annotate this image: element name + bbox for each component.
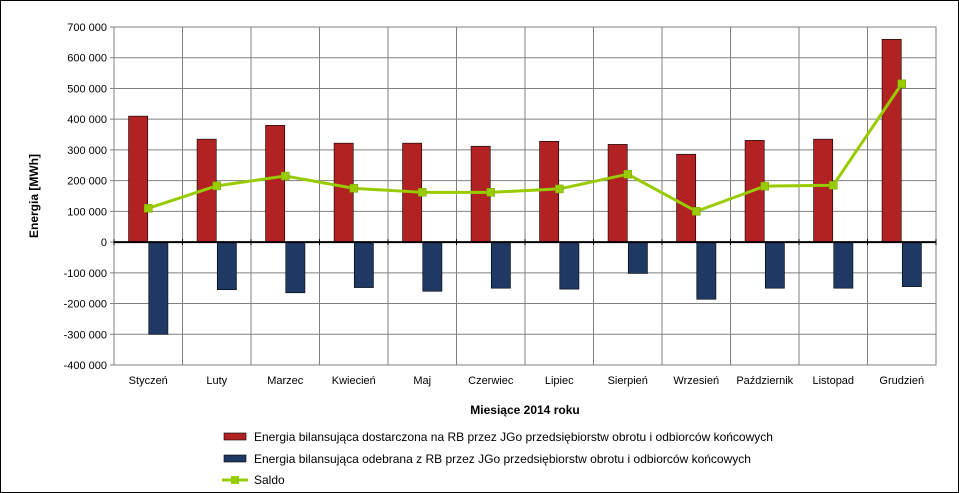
y-tick-label: 0 bbox=[101, 237, 107, 249]
bar-received bbox=[148, 241, 169, 335]
y-tick-label: -100 000 bbox=[64, 268, 107, 280]
x-tick-label: Kwiecień bbox=[332, 375, 376, 387]
x-tick-label: Styczeń bbox=[129, 375, 168, 387]
bar-received bbox=[901, 241, 922, 287]
bar-delivered bbox=[813, 138, 834, 243]
y-tick-label: 500 000 bbox=[67, 83, 107, 95]
saldo-point bbox=[829, 180, 838, 190]
bar-received bbox=[353, 241, 374, 288]
y-axis-ticks: -400 000 -300 000 -200 000 -100 000 0 100 000… bbox=[64, 22, 114, 372]
legend-label: Energia bilansująca odebrana z RB przez … bbox=[254, 452, 751, 466]
y-tick-label: -300 000 bbox=[64, 329, 107, 341]
bar-received bbox=[216, 241, 237, 291]
x-axis-title: Miesiące 2014 roku bbox=[470, 403, 579, 417]
saldo-point bbox=[486, 188, 495, 197]
saldo-point bbox=[623, 169, 632, 179]
bar-delivered bbox=[333, 142, 354, 243]
legend-label: Saldo bbox=[254, 473, 285, 487]
bar-delivered bbox=[128, 115, 149, 243]
x-tick-label: Wrzesień bbox=[673, 375, 719, 387]
bar-received bbox=[559, 241, 580, 290]
x-tick-label: Październik bbox=[736, 375, 793, 387]
zero-axis bbox=[113, 239, 937, 246]
legend-label: Energia bilansująca dostarczona na RB pr… bbox=[254, 430, 773, 444]
bar-delivered bbox=[265, 125, 286, 243]
y-tick-label: -200 000 bbox=[64, 299, 107, 311]
y-tick-label: 200 000 bbox=[67, 176, 107, 188]
bar-received bbox=[422, 241, 443, 292]
bar-received bbox=[285, 241, 306, 294]
x-tick-label: Czerwiec bbox=[468, 375, 514, 387]
x-tick-label: Listopad bbox=[812, 375, 854, 387]
x-tick-label: Grudzień bbox=[879, 375, 924, 387]
legend: Energia bilansująca dostarczona na RB pr… bbox=[222, 430, 773, 487]
y-tick-label: 100 000 bbox=[67, 206, 107, 218]
saldo-point bbox=[281, 171, 290, 181]
bars bbox=[128, 38, 922, 335]
saldo-point bbox=[144, 204, 153, 213]
x-tick-label: Maj bbox=[413, 375, 431, 387]
x-tick-label: Luty bbox=[206, 375, 227, 387]
saldo-line bbox=[147, 83, 903, 213]
saldo-point bbox=[555, 184, 564, 194]
legend-swatch bbox=[223, 454, 247, 463]
y-tick-label: -400 000 bbox=[64, 360, 107, 372]
bar-received bbox=[764, 241, 785, 289]
y-axis-title: Energia [MWh] bbox=[27, 154, 41, 238]
saldo-point bbox=[760, 181, 769, 191]
x-tick-label: Marzec bbox=[267, 375, 304, 387]
bar-received bbox=[833, 241, 854, 289]
x-axis-ticks: Styczeń Luty Marzec Kwiecień Maj Czerwiec Lipi… bbox=[129, 375, 924, 387]
y-tick-label: 400 000 bbox=[67, 114, 107, 126]
saldo-point bbox=[349, 184, 358, 193]
bar-delivered bbox=[676, 153, 697, 243]
saldo-point bbox=[897, 79, 906, 89]
x-tick-label: Lipiec bbox=[545, 375, 574, 387]
bar-delivered bbox=[881, 38, 902, 243]
y-tick-label: 700 000 bbox=[67, 22, 107, 34]
saldo-point bbox=[212, 181, 221, 191]
bar-delivered bbox=[607, 144, 628, 243]
saldo-point bbox=[692, 207, 701, 216]
y-tick-label: 600 000 bbox=[67, 53, 107, 65]
y-tick-label: 300 000 bbox=[67, 145, 107, 157]
legend-marker bbox=[231, 476, 239, 484]
bar-received bbox=[490, 241, 511, 289]
saldo-point bbox=[418, 188, 427, 197]
legend-swatch bbox=[223, 432, 247, 441]
saldo-line-layer bbox=[144, 79, 906, 216]
x-tick-label: Sierpień bbox=[608, 375, 648, 387]
bar-received bbox=[696, 241, 717, 300]
bar-received bbox=[627, 241, 648, 274]
